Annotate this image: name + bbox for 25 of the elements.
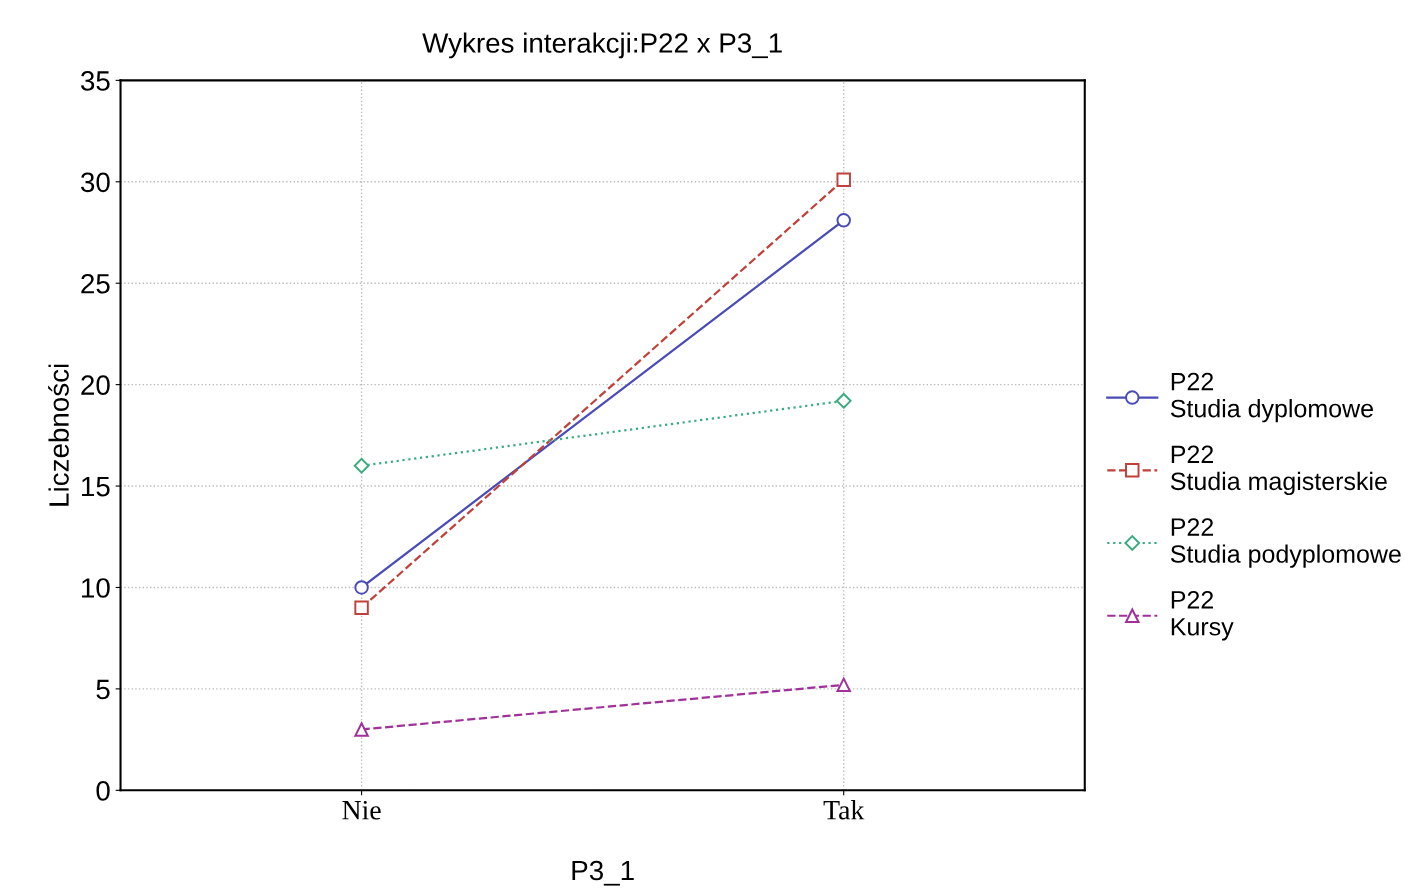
point [835,393,852,409]
y-tick-label: 15 [82,477,110,497]
y-axis-title: Liczebności [48,364,69,506]
y-tick-label: 30 [80,172,110,193]
point [836,677,851,693]
y-tick-label: 5 [96,679,110,700]
y-tick-label: 0 [96,780,110,801]
point [354,580,369,595]
point [354,722,369,737]
chart-title: Wykres interakcji:P22 x P3_1 [422,32,782,59]
x-tick-label: Nie [342,800,381,820]
y-tick-label: 20 [81,375,110,395]
legend-label: P22 Studia podyplomowe [1170,518,1401,568]
point [836,213,851,228]
point [354,600,369,615]
point [836,172,851,187]
x-axis-title: P3_1 [572,860,634,886]
y-tick-label: 35 [80,71,110,91]
x-tick-label: Tak [823,800,865,820]
legend-label: P22 Studia magisterskie [1170,445,1387,496]
legend-label: P22 Kursy [1171,590,1234,641]
y-tick-label: 10 [82,578,110,598]
point [353,457,370,474]
y-tick-label: 25 [81,273,110,294]
legend-label: P22 Studia dyplomowe [1170,372,1373,423]
